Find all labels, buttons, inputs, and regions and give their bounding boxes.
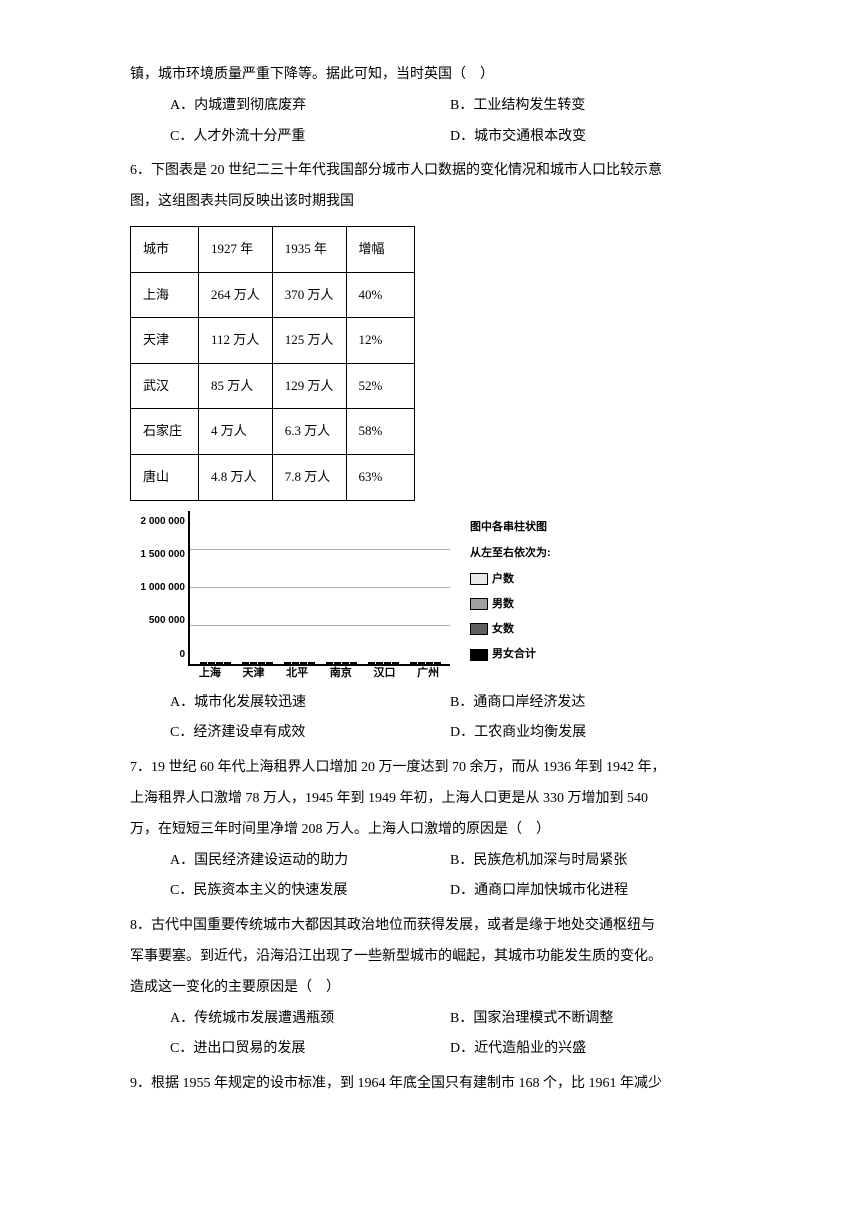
legend-title-1: 图中各串柱状图 [470, 515, 551, 539]
q5-option-b: B．工业结构发生转变 [450, 91, 730, 122]
x-tick: 广州 [417, 661, 439, 685]
q7-text-2: 上海租界人口激增 78 万人，1945 年到 1949 年初，上海人口更是从 3… [130, 784, 730, 815]
q6-text-2: 图，这组图表共同反映出该时期我国 [130, 187, 730, 218]
q7-option-c: C．民族资本主义的快速发展 [170, 876, 450, 907]
bar-chart: 2 000 000 1 500 000 1 000 000 500 000 0 上海天津… [130, 511, 730, 686]
q6-option-c: C．经济建设卓有成效 [170, 718, 450, 749]
q7-text-1: 7．19 世纪 60 年代上海租界人口增加 20 万一度达到 70 余万，而从 … [130, 753, 730, 784]
q6-option-d: D．工农商业均衡发展 [450, 718, 730, 749]
q6-option-b: B．通商口岸经济发达 [450, 688, 730, 719]
legend-swatch [470, 623, 488, 635]
table-header-cell: 增幅 [346, 226, 414, 272]
legend-title-2: 从左至右依次为: [470, 541, 551, 565]
q7-options: A．国民经济建设运动的助力 B．民族危机加深与时局紧张 C．民族资本主义的快速发… [130, 846, 730, 908]
table-cell: 63% [346, 454, 414, 500]
q7-text-3: 万，在短短三年时间里净增 208 万人。上海人口激增的原因是（ ） [130, 815, 730, 846]
plot-area [188, 511, 450, 666]
table-cell: 264 万人 [199, 272, 273, 318]
table-header-cell: 1927 年 [199, 226, 273, 272]
legend-label: 户数 [492, 567, 514, 591]
q5-options: A．内城遭到彻底废弃 B．工业结构发生转变 C．人才外流十分严重 D．城市交通根… [130, 91, 730, 153]
table-cell: 武汉 [131, 363, 199, 409]
table-cell: 125 万人 [272, 318, 346, 364]
chart-legend: 图中各串柱状图 从左至右依次为: 户数男数女数男女合计 [470, 515, 551, 668]
y-tick: 1 500 000 [130, 544, 188, 566]
legend-item: 男女合计 [470, 642, 551, 666]
table-cell: 85 万人 [199, 363, 273, 409]
q8-option-d: D．近代造船业的兴盛 [450, 1034, 730, 1065]
y-tick: 0 [130, 644, 188, 666]
y-tick: 500 000 [130, 610, 188, 632]
table-cell: 52% [346, 363, 414, 409]
table-cell: 58% [346, 409, 414, 455]
y-axis: 2 000 000 1 500 000 1 000 000 500 000 0 [130, 511, 188, 666]
table-cell: 天津 [131, 318, 199, 364]
q7-option-b: B．民族危机加深与时局紧张 [450, 846, 730, 877]
x-axis: 上海天津北平南京汉口广州 [188, 661, 450, 685]
x-tick: 上海 [199, 661, 221, 685]
table-cell: 112 万人 [199, 318, 273, 364]
table-cell: 4.8 万人 [199, 454, 273, 500]
q5-option-d: D．城市交通根本改变 [450, 122, 730, 153]
legend-item: 男数 [470, 592, 551, 616]
table-cell: 370 万人 [272, 272, 346, 318]
q8-option-b: B．国家治理模式不断调整 [450, 1004, 730, 1035]
x-tick: 天津 [242, 661, 264, 685]
x-tick: 汉口 [373, 661, 395, 685]
table-cell: 石家庄 [131, 409, 199, 455]
q6-options: A．城市化发展较迅速 B．通商口岸经济发达 C．经济建设卓有成效 D．工农商业均… [130, 688, 730, 750]
table-cell: 4 万人 [199, 409, 273, 455]
legend-label: 男女合计 [492, 642, 536, 666]
q5-option-a: A．内城遭到彻底废弃 [170, 91, 450, 122]
q8-text-2: 军事要塞。到近代，沿海沿江出现了一些新型城市的崛起，其城市功能发生质的变化。 [130, 942, 730, 973]
q8-option-a: A．传统城市发展遭遇瓶颈 [170, 1004, 450, 1035]
table-cell: 12% [346, 318, 414, 364]
y-tick: 1 000 000 [130, 577, 188, 599]
q8-options: A．传统城市发展遭遇瓶颈 B．国家治理模式不断调整 C．进出口贸易的发展 D．近… [130, 1004, 730, 1066]
x-tick: 南京 [330, 661, 352, 685]
q6-option-a: A．城市化发展较迅速 [170, 688, 450, 719]
legend-swatch [470, 598, 488, 610]
q6-text-1: 6．下图表是 20 世纪二三十年代我国部分城市人口数据的变化情况和城市人口比较示… [130, 156, 730, 187]
legend-swatch [470, 649, 488, 661]
table-cell: 40% [346, 272, 414, 318]
q8-text-3: 造成这一变化的主要原因是（ ） [130, 973, 730, 1004]
q9-text-1: 9．根据 1955 年规定的设市标准，到 1964 年底全国只有建制市 168 … [130, 1069, 730, 1100]
population-table: 城市1927 年1935 年增幅上海264 万人370 万人40% 天津112 万… [130, 226, 415, 501]
y-tick: 2 000 000 [130, 511, 188, 533]
legend-item: 女数 [470, 617, 551, 641]
table-header-cell: 城市 [131, 226, 199, 272]
table-cell: 6.3 万人 [272, 409, 346, 455]
legend-label: 男数 [492, 592, 514, 616]
table-cell: 唐山 [131, 454, 199, 500]
table-cell: 上海 [131, 272, 199, 318]
table-cell: 129 万人 [272, 363, 346, 409]
legend-item: 户数 [470, 567, 551, 591]
x-tick: 北平 [286, 661, 308, 685]
q7-option-d: D．通商口岸加快城市化进程 [450, 876, 730, 907]
table-header-cell: 1935 年 [272, 226, 346, 272]
q8-text-1: 8．古代中国重要传统城市大都因其政治地位而获得发展，或者是缘于地处交通枢纽与 [130, 911, 730, 942]
q5-tail-text: 镇，城市环境质量严重下降等。据此可知，当时英国（ ） [130, 60, 730, 91]
table-cell: 7.8 万人 [272, 454, 346, 500]
q8-option-c: C．进出口贸易的发展 [170, 1034, 450, 1065]
legend-label: 女数 [492, 617, 514, 641]
q7-option-a: A．国民经济建设运动的助力 [170, 846, 450, 877]
legend-swatch [470, 573, 488, 585]
q5-option-c: C．人才外流十分严重 [170, 122, 450, 153]
